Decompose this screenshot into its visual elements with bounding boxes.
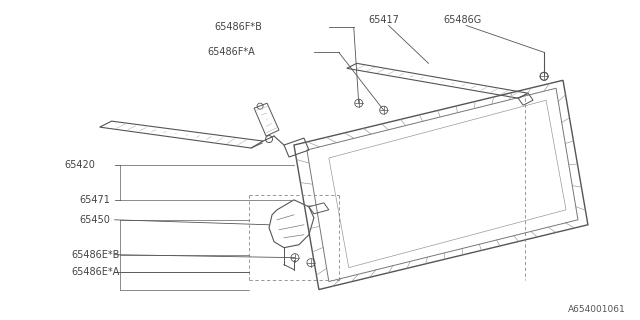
Text: A654001061: A654001061 [568, 305, 626, 314]
Text: 65486E*A: 65486E*A [72, 267, 120, 276]
Text: 65486F*B: 65486F*B [214, 22, 262, 32]
Text: 65486G: 65486G [444, 15, 482, 26]
Text: 65471: 65471 [80, 195, 111, 205]
Text: 65486F*A: 65486F*A [207, 47, 255, 57]
Text: 65417: 65417 [369, 15, 399, 26]
Text: 65420: 65420 [65, 160, 95, 170]
Text: 65450: 65450 [80, 215, 111, 225]
Text: 65486E*B: 65486E*B [72, 250, 120, 260]
